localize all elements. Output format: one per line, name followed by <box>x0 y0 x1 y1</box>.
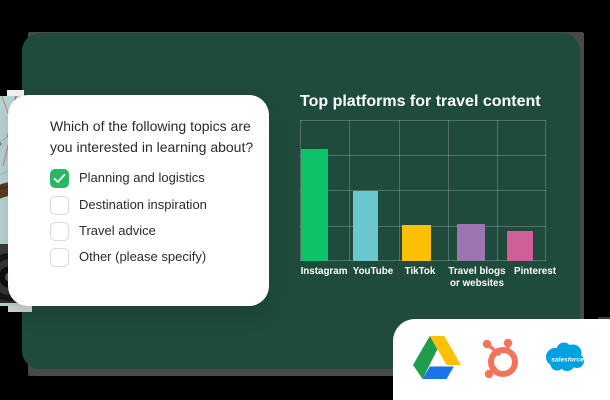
svg-text:salesforce: salesforce <box>551 357 584 364</box>
